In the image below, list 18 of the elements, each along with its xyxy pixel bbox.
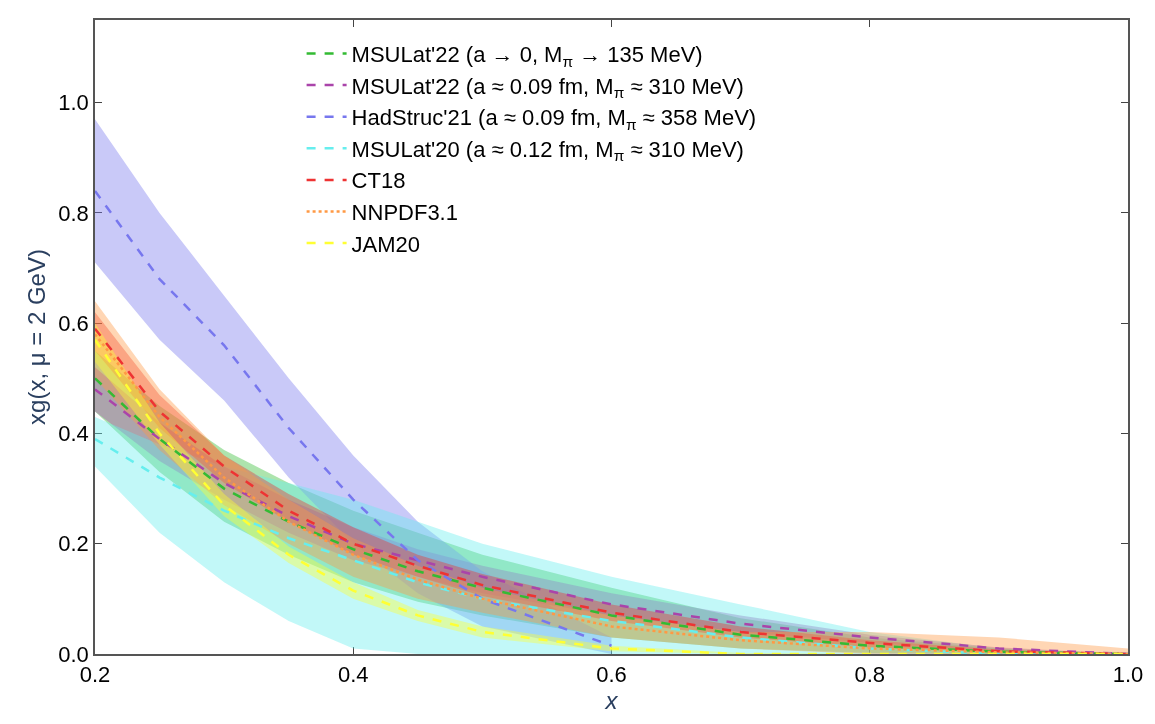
- legend-label: HadStruc'21 (a ≈ 0.09 fm, M$_{π}$ ≈ 358 MeV): [351, 105, 757, 133]
- x-tick-label: 1.0: [1112, 662, 1144, 688]
- y-tick-label: 1.0: [58, 90, 89, 116]
- x-tick-label: 0.4: [337, 662, 369, 688]
- x-tick-label: 0.6: [596, 662, 627, 688]
- legend-label: JAM20: [351, 231, 421, 257]
- legend-label: MSULat'22 (a ≈ 0.09 fm, M$_{π}$ ≈ 310 MeV): [351, 73, 744, 102]
- legend-label: MSULat'20 (a ≈ 0.12 fm, M$_{π}$ ≈ 310 MeV): [351, 136, 744, 165]
- y-tick-label: 0.2: [58, 531, 89, 557]
- legend-label: CT18: [351, 168, 406, 194]
- legend-label: NNPDF3.1: [351, 200, 458, 226]
- legend-label: MSULat'22 (a → 0, M$_{π}$ → 135 MeV): [351, 42, 703, 70]
- y-tick-label: 0.4: [58, 421, 89, 447]
- y-axis-title: xg(x, μ = 2 GeV): [22, 249, 50, 425]
- y-tick-label: 0.6: [58, 310, 89, 336]
- x-axis-title: x: [604, 687, 619, 715]
- y-tick-label: 0.8: [58, 200, 89, 226]
- x-tick-label: 0.8: [854, 662, 886, 688]
